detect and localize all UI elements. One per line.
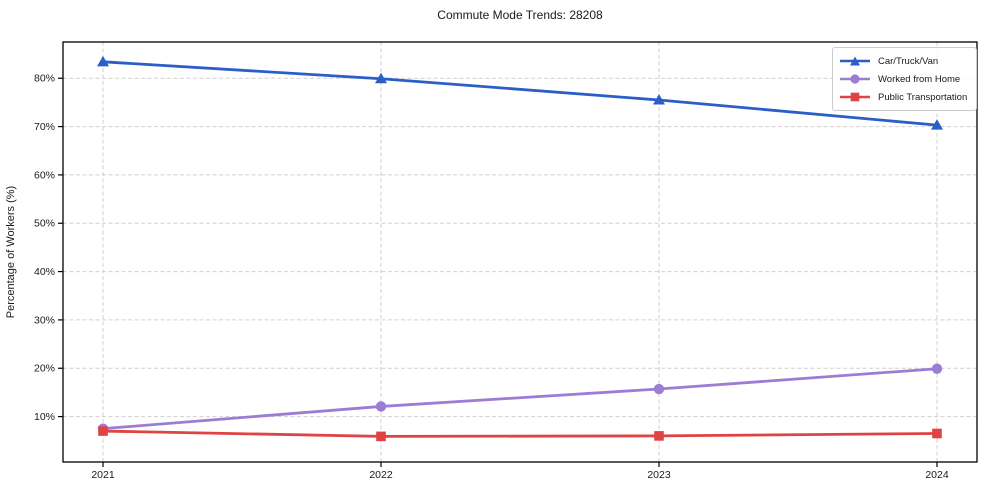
- x-tick-label-2021: 2021: [91, 469, 115, 481]
- legend-triangle-icon: [840, 56, 870, 66]
- series-marker-public-transportation-2024: [932, 428, 942, 439]
- y-tick-label-70: 70%: [34, 121, 55, 133]
- series-marker-worked-from-home-2024: [931, 363, 943, 374]
- legend-item-car-truck-van: Car/Truck/Van: [839, 52, 967, 70]
- y-tick-label-20: 20%: [34, 363, 55, 375]
- legend-item-worked-from-home: Worked from Home: [839, 70, 967, 88]
- x-tick-label-2022: 2022: [369, 469, 393, 481]
- x-tick-label-2024: 2024: [925, 469, 949, 481]
- legend: Car/Truck/Van Worked from Home Public Tran…: [832, 47, 978, 111]
- y-tick-label-40: 40%: [34, 266, 55, 278]
- series-marker-car-truck-van-2024: [931, 119, 943, 130]
- series-line-worked-from-home: [101, 367, 939, 431]
- series-line-public-transportation: [101, 429, 939, 438]
- series-marker-public-transportation-2021: [98, 426, 108, 436]
- y-tick-label-50: 50%: [34, 218, 55, 230]
- series-marker-car-truck-van-2021: [97, 55, 109, 67]
- y-tick-label-80: 80%: [34, 73, 55, 85]
- series-marker-public-transportation-2023: [654, 431, 664, 441]
- series-marker-worked-from-home-2022: [375, 401, 387, 412]
- series-marker-car-truck-van-2022: [375, 72, 387, 84]
- series-line-car-truck-van: [101, 60, 939, 127]
- x-tick-label-2023: 2023: [647, 469, 671, 481]
- legend-circle-icon: [840, 74, 870, 84]
- series-marker-worked-from-home-2023: [653, 383, 665, 395]
- legend-label: Worked from Home: [878, 73, 961, 85]
- y-tick-label-30: 30%: [34, 314, 55, 326]
- legend-square-icon: [840, 92, 870, 102]
- legend-label: Car/Truck/Van: [878, 55, 939, 67]
- chart-title: Commute Mode Trends: 28208: [437, 8, 603, 22]
- y-tick-label-60: 60%: [34, 169, 55, 181]
- legend-label: Public Transportation: [878, 91, 968, 103]
- series-marker-car-truck-van-2023: [653, 93, 665, 105]
- legend-item-public-transportation: Public Transportation: [839, 88, 967, 106]
- series-marker-public-transportation-2022: [376, 431, 386, 442]
- axes-frame: [62, 41, 978, 463]
- y-tick-label-10: 10%: [34, 411, 55, 423]
